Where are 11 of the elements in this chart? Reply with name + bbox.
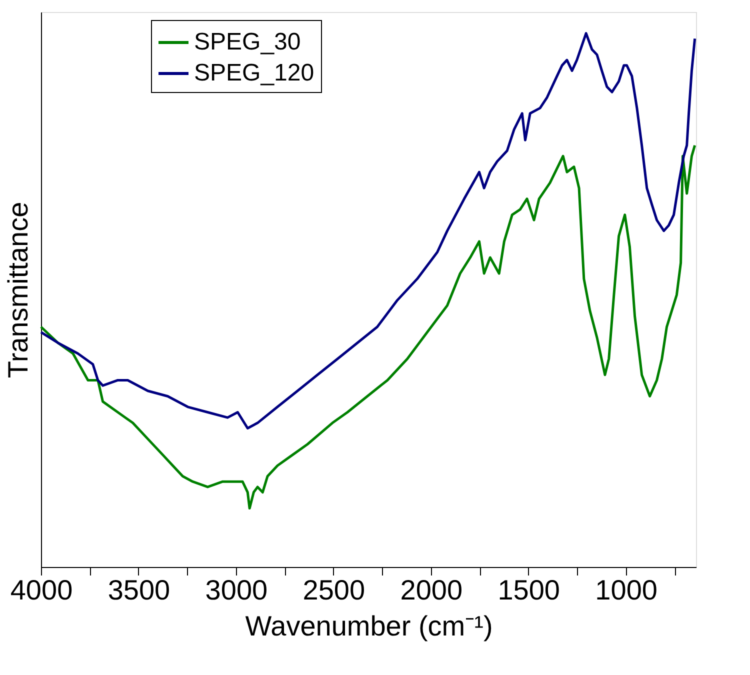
x-axis-title: Wavenumber (cm⁻¹) — [245, 610, 493, 642]
x-tick-label: 1000 — [595, 574, 658, 606]
legend-label: SPEG_30 — [194, 28, 301, 56]
x-tick-label: 3000 — [205, 574, 268, 606]
x-tick-label: 1500 — [498, 574, 560, 606]
x-tick-label: 3500 — [108, 574, 170, 606]
y-axis-title: Transmittance — [2, 202, 34, 378]
x-tick-label: 2500 — [302, 574, 366, 606]
x-tick-label: 4000 — [10, 574, 73, 606]
x-tick-label: 2000 — [400, 574, 463, 606]
legend-label: SPEG_120 — [194, 60, 314, 86]
